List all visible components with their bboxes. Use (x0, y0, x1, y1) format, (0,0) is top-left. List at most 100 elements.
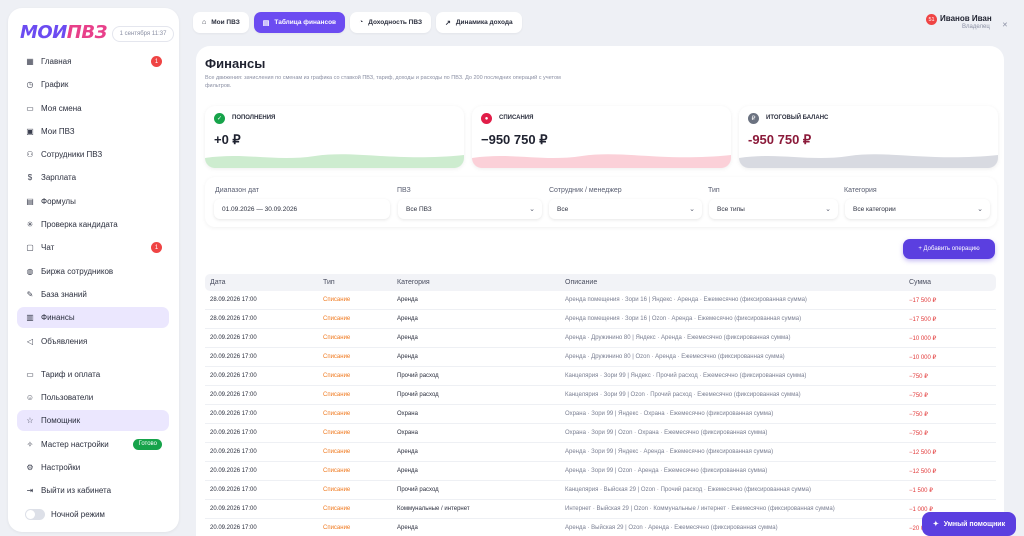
sidebar-item-megaphone[interactable]: ◁ Объявления (17, 331, 169, 352)
table-row[interactable]: 20.09.2026 17:00 Списание Охрана Охрана · З… (205, 405, 996, 424)
type-select[interactable]: Все типы ⌄ (709, 199, 838, 219)
card-icon: ▭ (26, 369, 34, 379)
sidebar-item-edit[interactable]: ✎ База знаний (17, 284, 169, 305)
count-badge: 1 (151, 56, 162, 67)
cell-type: Списание (323, 411, 351, 417)
tab-table[interactable]: ▤ Таблица финансов (253, 12, 346, 33)
sidebar-item-logout[interactable]: ⇥ Выйти из кабинета (17, 480, 169, 501)
table-row[interactable]: 20.09.2026 17:00 Списание Аренда Аренда · Д… (205, 348, 996, 367)
box-icon: ▣ (26, 126, 34, 136)
card-value: −950 750 ₽ (481, 132, 548, 147)
cell-description: Канцелярия · Зори 99 | Ozon · Прочий рас… (565, 392, 801, 398)
card-expense: ● СПИСАНИЯ −950 750 ₽ (472, 106, 731, 168)
toggle-switch[interactable] (25, 508, 45, 520)
grid-icon: ▦ (26, 57, 34, 66)
wave-decoration (205, 154, 464, 168)
cell-type: Списание (323, 468, 351, 474)
finance-table: Дата Тип Категория Описание Сумма 28.09.… (205, 274, 996, 536)
cell-amount: −12 500 ₽ (909, 468, 937, 475)
user-name: Иванов Иван (940, 14, 992, 23)
wand-icon: ✧ (26, 439, 34, 449)
sidebar-item-card[interactable]: ▭ Тариф и оплата (17, 364, 169, 385)
page-title: Финансы (205, 56, 266, 71)
category-select[interactable]: Все категории ⌄ (845, 199, 990, 219)
card-label: СПИСАНИЯ (499, 115, 534, 121)
sidebar-item-label: Проверка кандидата (41, 220, 118, 230)
user-profile[interactable]: 51 Иванов Иван Владелец (926, 14, 996, 34)
sidebar-item-loader[interactable]: ✳ Проверка кандидата (17, 214, 169, 235)
sidebar-item-grid[interactable]: ▦ Главная 1 (17, 51, 169, 72)
sidebar-item-label: Финансы (41, 313, 75, 323)
card-income: ✓ ПОПОЛНЕНИЯ +0 ₽ (205, 106, 464, 168)
date-range-input[interactable]: 01.09.2026 — 30.09.2026 (214, 199, 390, 219)
table-row[interactable]: 28.09.2026 17:00 Списание Аренда Аренда пом… (205, 291, 996, 310)
star-icon: ☆ (26, 416, 34, 426)
table-row[interactable]: 20.09.2026 17:00 Списание Аренда Аренда · Д… (205, 329, 996, 348)
column-header-description[interactable]: Описание (565, 279, 598, 286)
table-row[interactable]: 20.09.2026 17:00 Списание Прочий расход Кан… (205, 481, 996, 500)
table-row[interactable]: 20.09.2026 17:00 Списание Аренда Аренда · З… (205, 462, 996, 481)
cell-category: Аренда (397, 354, 418, 360)
cell-description: Интернет · Выйская 29 | Ozon · Коммуналь… (565, 506, 835, 512)
sidebar-item-wand[interactable]: ✧ Мастер настройки Готово (17, 434, 169, 455)
card-value: -950 750 ₽ (748, 132, 812, 147)
table-row[interactable]: 20.09.2026 17:00 Списание Коммунальные / и… (205, 500, 996, 519)
table-row[interactable]: 20.09.2026 17:00 Списание Прочий расход Кан… (205, 386, 996, 405)
filter-label-pvz: ПВЗ (397, 187, 411, 194)
table-row[interactable]: 20.09.2026 17:00 Списание Прочий расход Кан… (205, 367, 996, 386)
sidebar-item-gear[interactable]: ⚙ Настройки (17, 457, 169, 478)
tab-trend[interactable]: ↗ Динамика дохода (436, 12, 522, 33)
trend-icon: ↗ (445, 19, 451, 27)
tab-home[interactable]: ⌂ Мои ПВЗ (193, 12, 249, 33)
tab-label: Доходность ПВЗ (368, 19, 423, 26)
table-row[interactable]: 20.09.2026 17:00 Списание Аренда Аренда · З… (205, 443, 996, 462)
chevron-down-icon: ⌄ (529, 206, 535, 213)
chat-icon: ▢ (26, 243, 34, 253)
sidebar-item-clock[interactable]: ◷ График (17, 74, 169, 95)
filters-panel: Диапазон дат 01.09.2026 — 30.09.2026 ПВЗ… (205, 177, 997, 227)
cell-description: Аренда · Выйская 29 | Ozon · Аренда · Еж… (565, 525, 778, 531)
dollar-icon: $ (27, 173, 33, 183)
sidebar-item-box[interactable]: ▣ Мои ПВЗ (17, 121, 169, 142)
cell-date: 20.09.2026 17:00 (210, 392, 257, 398)
collapse-icon[interactable]: ✕ (1002, 22, 1008, 29)
sidebar-item-monitor[interactable]: ▭ Моя смена (17, 98, 169, 119)
sidebar-item-label: Мои ПВЗ (41, 126, 75, 136)
logo[interactable]: МОИПВЗ (20, 22, 107, 43)
sidebar-item-wallet[interactable]: ▥ Финансы (17, 307, 169, 329)
add-operation-button[interactable]: + Добавить операцию (903, 239, 995, 259)
sidebar-item-star[interactable]: ☆ Помощник (17, 410, 169, 432)
sidebar-item-user[interactable]: ☺ Пользователи (17, 387, 169, 408)
sidebar-item-label: Настройки (41, 463, 81, 473)
employee-select[interactable]: Все ⌄ (549, 199, 702, 219)
night-mode-toggle[interactable]: Ночной режим (17, 504, 169, 525)
table-row[interactable]: 20.09.2026 17:00 Списание Охрана Охрана · З… (205, 424, 996, 443)
column-header-category[interactable]: Категория (397, 279, 430, 286)
sidebar-item-chat[interactable]: ▢ Чат 1 (17, 237, 169, 258)
column-header-amount[interactable]: Сумма (909, 279, 931, 286)
sidebar-item-label: Выйти из кабинета (41, 486, 112, 496)
sidebar-item-globe[interactable]: ◍ Биржа сотрудников (17, 261, 169, 282)
category-select-value: Все категории (853, 205, 896, 213)
pvz-select[interactable]: Все ПВЗ ⌄ (398, 199, 542, 219)
table-row[interactable]: 28.09.2026 17:00 Списание Аренда Аренда пом… (205, 310, 996, 329)
cell-type: Списание (323, 430, 351, 436)
cell-category: Аренда (397, 468, 418, 474)
column-header-type[interactable]: Тип (323, 279, 335, 286)
home-icon: ⌂ (202, 19, 207, 26)
sidebar-item-dollar[interactable]: $ Зарплата (17, 167, 169, 188)
table-body: 28.09.2026 17:00 Списание Аренда Аренда пом… (205, 291, 996, 536)
sidebar-item-calculator[interactable]: ▤ Формулы (17, 191, 169, 212)
table-row[interactable]: 20.09.2026 17:00 Списание Аренда Аренда · В… (205, 519, 996, 536)
sidebar-item-users[interactable]: ⚇ Сотрудники ПВЗ (17, 144, 169, 165)
column-header-date[interactable]: Дата (210, 279, 226, 286)
current-date: 1 сентября 11:37 (112, 26, 174, 42)
filter-label-employee: Сотрудник / менеджер (549, 187, 622, 194)
smart-assistant-button[interactable]: ✦ Умный помощник (922, 512, 1016, 536)
cell-type: Списание (323, 373, 351, 379)
notification-badge[interactable]: 51 (926, 14, 937, 25)
cell-amount: −1 000 ₽ (909, 506, 934, 513)
tab-gauge[interactable]: ◔ Доходность ПВЗ (350, 12, 432, 33)
cell-type: Списание (323, 354, 351, 360)
sidebar: МОИПВЗ 1 сентября 11:37 ▦ Главная 1 ◷ График… (8, 8, 179, 532)
